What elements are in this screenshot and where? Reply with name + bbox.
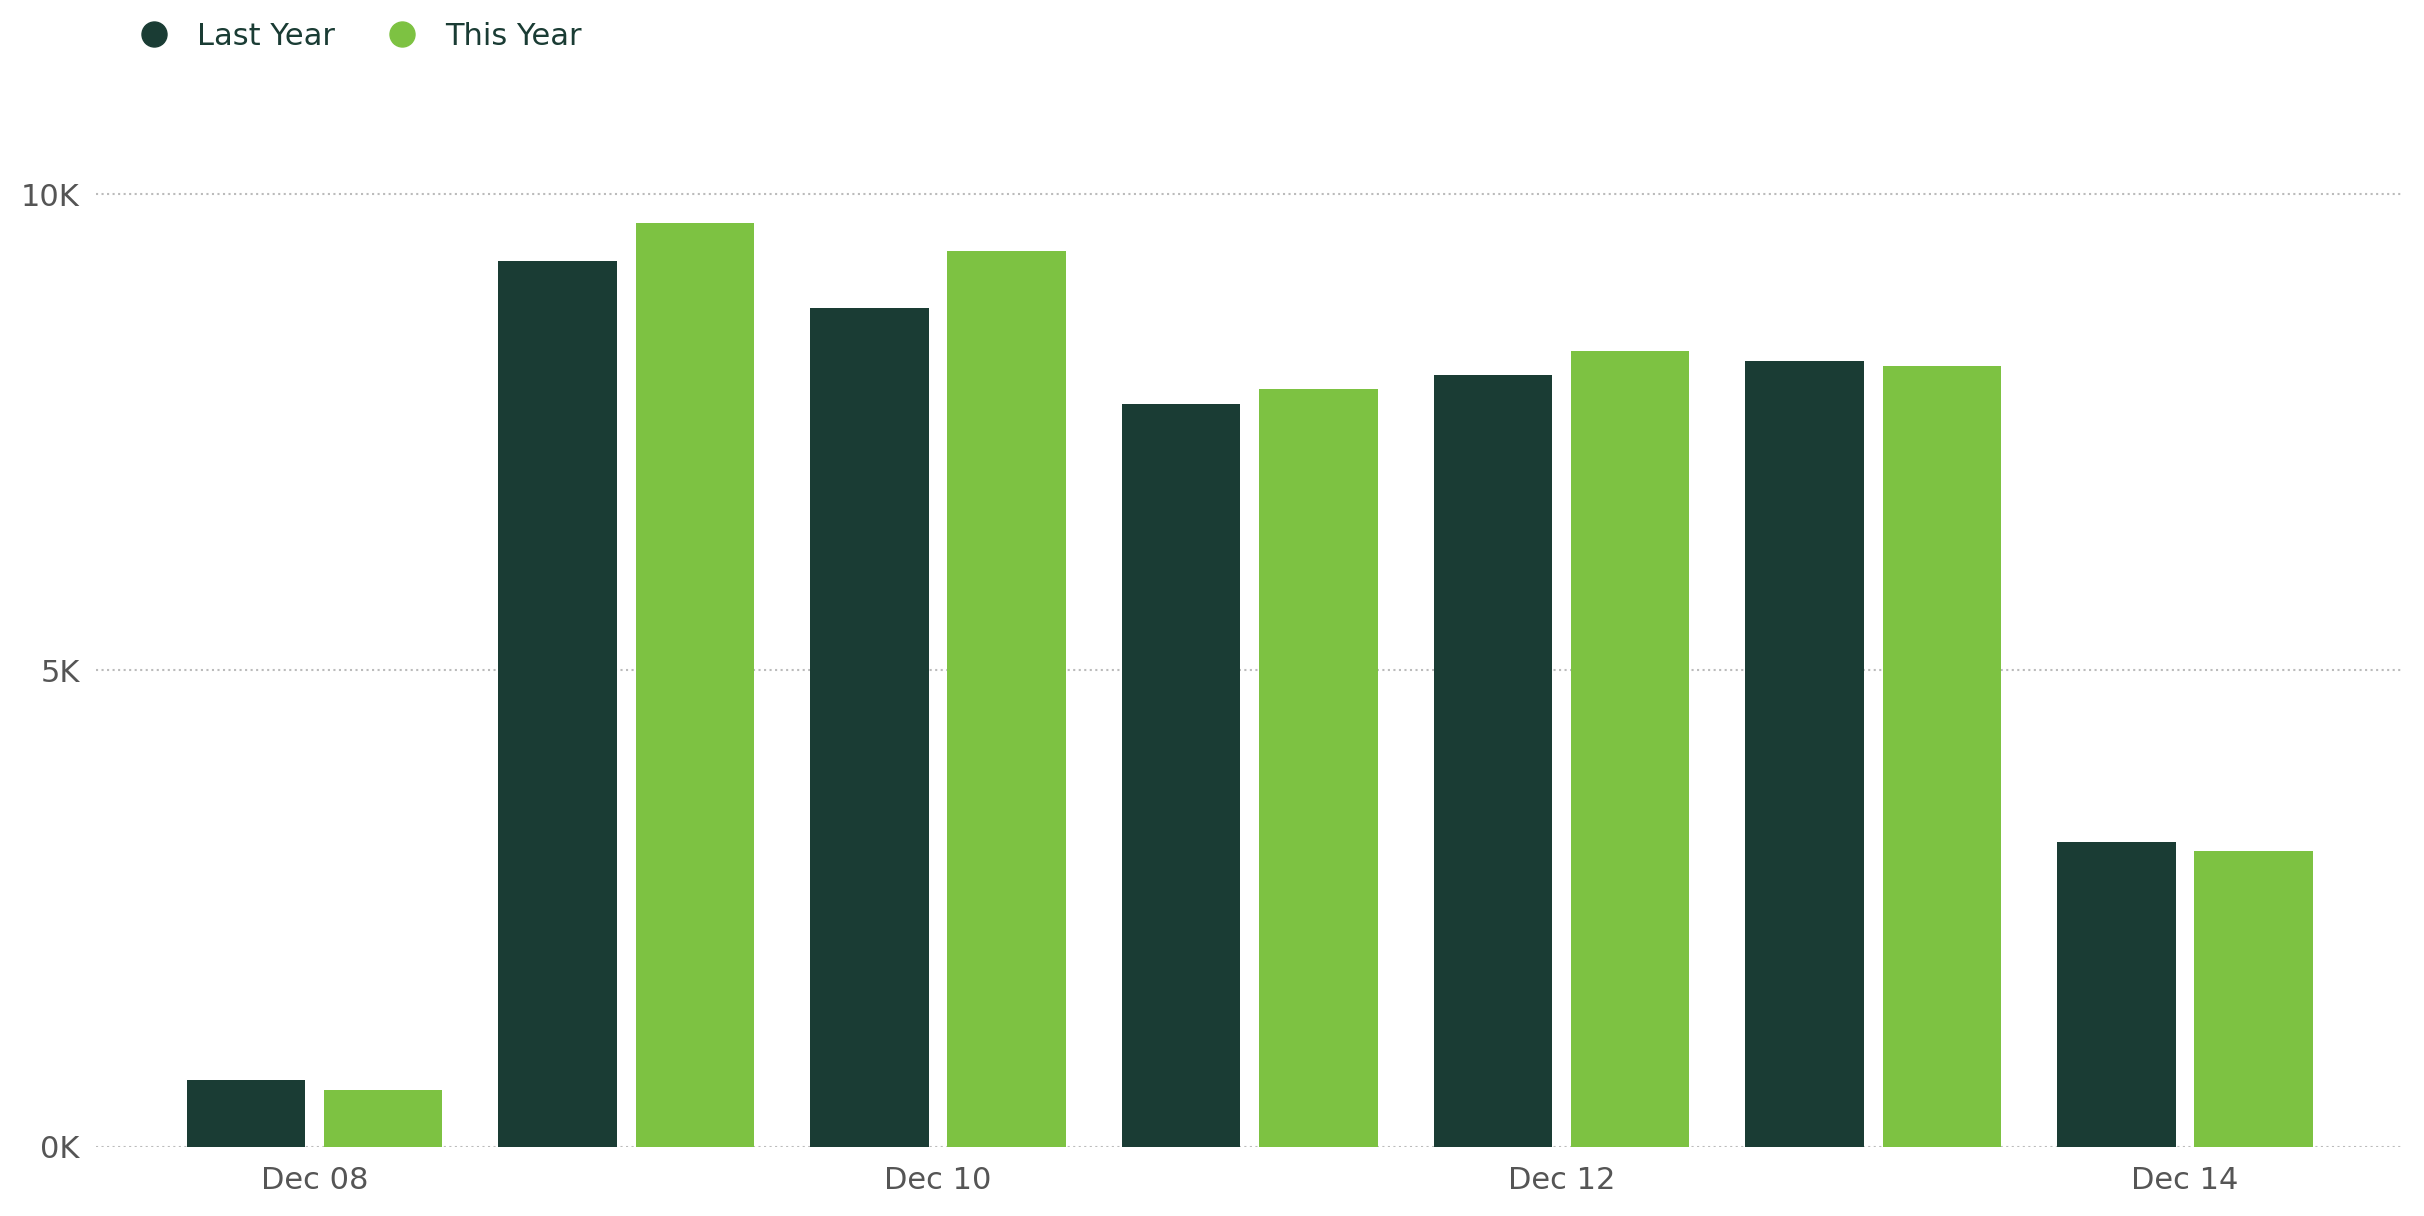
Bar [635,223,754,1147]
Bar [1258,389,1377,1147]
Bar [1433,375,1551,1147]
Bar [187,1080,305,1147]
Bar [1745,361,1864,1147]
Bar [948,252,1067,1147]
Bar [1122,404,1241,1147]
Bar [2194,851,2312,1147]
Bar [2058,841,2177,1147]
Bar [1883,366,2002,1147]
Bar [1571,351,1690,1147]
Legend: Last Year, This Year: Last Year, This Year [112,10,594,63]
Bar [499,260,616,1147]
Bar [325,1090,441,1147]
Bar [810,309,928,1147]
